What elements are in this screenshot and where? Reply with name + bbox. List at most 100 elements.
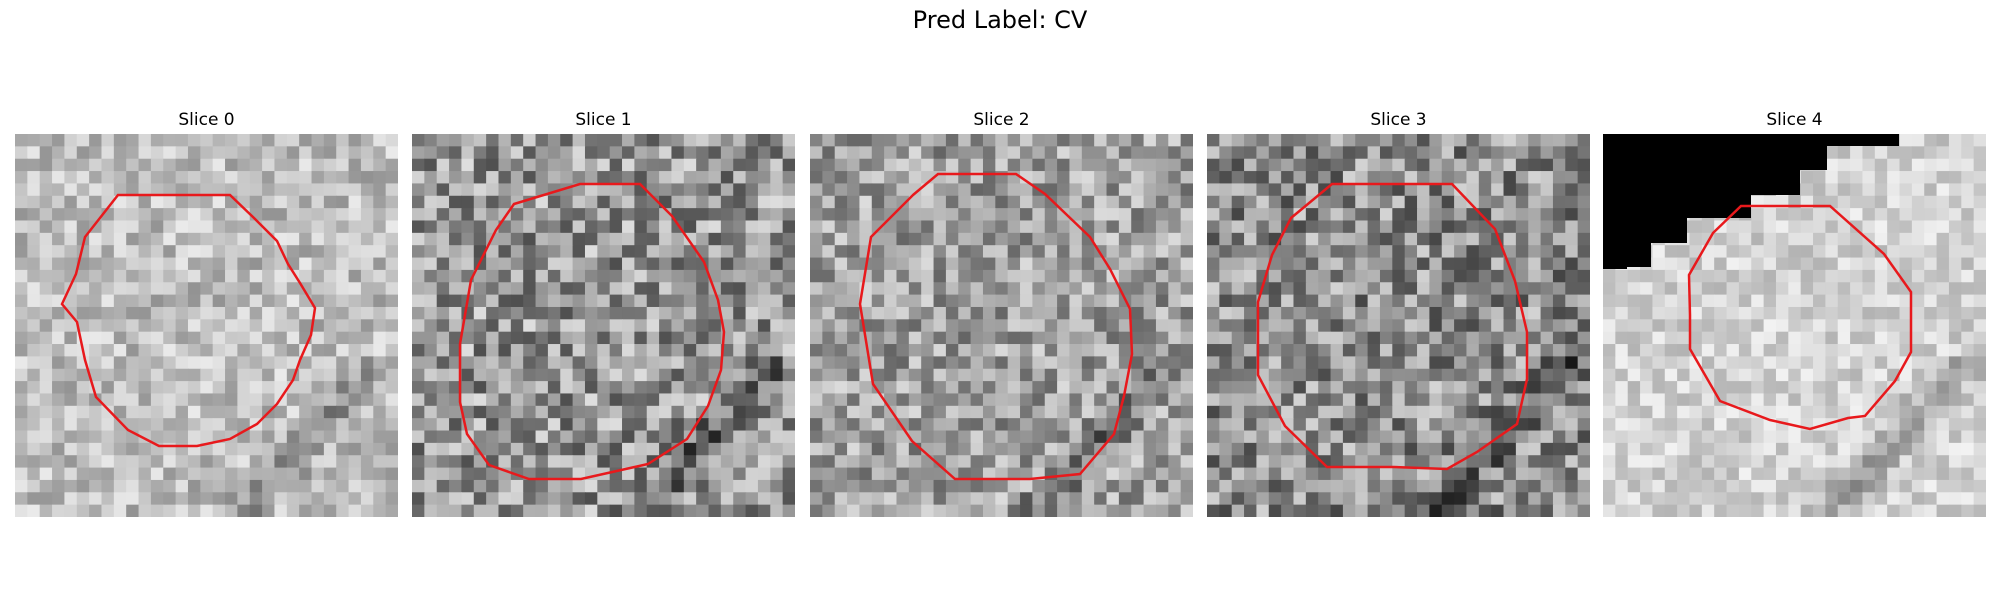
pixel-cell	[622, 331, 635, 345]
pixel-cell	[609, 208, 623, 222]
pixel-cell	[1417, 146, 1430, 160]
pixel-cell	[1775, 282, 1789, 296]
pixel-cell	[1936, 134, 1950, 147]
pixel-cell	[1094, 381, 1108, 395]
pixel-cell	[225, 479, 238, 493]
pixel-cell	[1515, 331, 1529, 345]
pixel-cell	[535, 134, 549, 147]
pixel-cell	[982, 306, 996, 320]
pixel-cell	[89, 171, 103, 185]
pixel-cell	[187, 504, 201, 517]
pixel-cell	[76, 504, 90, 517]
pixel-cell	[113, 344, 127, 357]
pixel-cell	[634, 208, 648, 222]
pixel-cell	[412, 269, 425, 283]
pixel-cell	[646, 245, 660, 259]
pixel-cell	[150, 294, 164, 308]
pixel-cell	[535, 269, 549, 283]
pixel-cell	[1478, 158, 1492, 172]
pixel-cell	[150, 492, 164, 506]
pixel-cell	[1131, 158, 1145, 172]
pixel-cell	[473, 504, 487, 517]
pixel-cell	[757, 393, 771, 407]
pixel-cell	[1268, 381, 1282, 395]
pixel-cell	[498, 319, 512, 333]
pixel-cell	[510, 146, 524, 160]
pixel-cell	[138, 306, 152, 320]
pixel-cell	[486, 504, 500, 517]
pixel-cell	[659, 356, 673, 370]
pixel-cell	[1330, 492, 1344, 506]
pixel-cell	[696, 195, 710, 209]
pixel-cell	[770, 220, 784, 234]
pixel-cell	[597, 405, 611, 419]
pixel-cell	[436, 356, 450, 370]
pixel-cell	[1503, 381, 1517, 395]
pixel-cell	[385, 134, 398, 147]
pixel-cell	[373, 294, 387, 308]
pixel-cell	[1825, 269, 1839, 283]
pixel-cell	[659, 405, 673, 419]
pixel-cell	[733, 171, 747, 185]
pixel-cell	[187, 195, 201, 209]
pixel-cell	[187, 220, 201, 234]
pixel-cell	[412, 504, 425, 517]
pixel-cell	[175, 158, 189, 172]
pixel-cell	[1020, 479, 1033, 493]
pixel-cell	[1603, 442, 1616, 456]
pixel-cell	[1813, 467, 1826, 481]
pixel-cell	[1850, 331, 1864, 345]
pixel-cell	[1948, 183, 1962, 197]
pixel-cell	[336, 294, 350, 308]
pixel-cell	[770, 134, 784, 147]
pixel-cell	[847, 282, 861, 296]
pixel-cell	[1887, 319, 1901, 333]
pixel-cell	[1577, 282, 1590, 296]
pixel-cell	[945, 504, 959, 517]
pixel-cell	[609, 442, 623, 456]
pixel-cell	[871, 455, 885, 469]
pixel-cell	[609, 158, 623, 172]
pixel-cell	[708, 306, 722, 320]
pixel-cell	[535, 418, 549, 432]
pixel-cell	[385, 442, 398, 456]
pixel-cell	[1503, 220, 1517, 234]
pixel-cell	[1342, 381, 1356, 395]
pixel-cell	[1180, 146, 1193, 160]
pixel-cell	[1342, 158, 1356, 172]
pixel-cell	[1528, 257, 1542, 271]
pixel-cell	[1429, 134, 1443, 147]
pixel-cell	[646, 257, 660, 271]
pixel-cell	[1874, 344, 1888, 357]
pixel-cell	[782, 220, 795, 234]
pixel-cell	[634, 306, 648, 320]
pixel-cell	[1800, 245, 1814, 259]
pixel-cell	[622, 442, 635, 456]
pixel-cell	[1701, 368, 1715, 382]
pixel-cell	[1404, 294, 1418, 308]
pixel-cell	[770, 319, 784, 333]
pixel-cell	[782, 455, 795, 469]
pixel-cell	[348, 158, 362, 172]
pixel-cell	[323, 208, 337, 222]
pixel-cell	[323, 134, 337, 147]
pixel-cell	[323, 381, 337, 395]
pixel-cell	[733, 430, 747, 444]
pixel-cell	[822, 442, 836, 456]
pixel-cell	[958, 195, 972, 209]
pixel-cell	[1219, 171, 1233, 185]
pixel-cell	[1615, 467, 1629, 481]
pixel-cell	[1020, 232, 1033, 246]
pixel-cell	[39, 146, 53, 160]
pixel-cell	[1726, 331, 1740, 345]
pixel-cell	[1528, 294, 1542, 308]
pixel-cell	[1180, 418, 1193, 432]
pixel-cell	[461, 331, 475, 345]
pixel-cell	[89, 442, 103, 456]
pixel-cell	[708, 257, 722, 271]
pixel-cell	[1763, 368, 1777, 382]
pixel-cell	[547, 405, 561, 419]
pixel-cell	[1143, 171, 1157, 185]
pixel-cell	[523, 393, 537, 407]
pixel-cell	[1454, 405, 1468, 419]
